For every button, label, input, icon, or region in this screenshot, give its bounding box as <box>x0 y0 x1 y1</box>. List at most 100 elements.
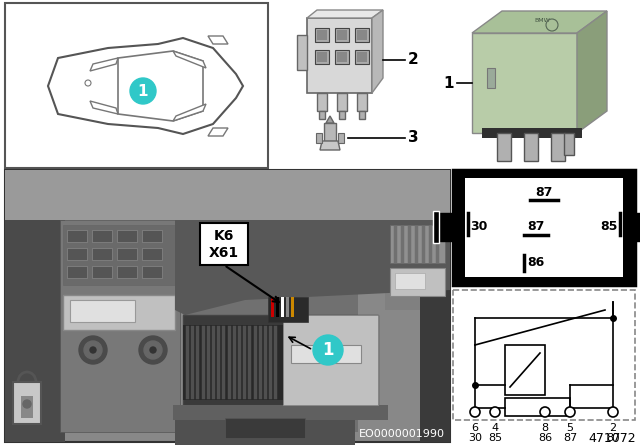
Bar <box>315 28 329 42</box>
Text: 1: 1 <box>444 76 454 90</box>
Circle shape <box>23 400 31 408</box>
Polygon shape <box>472 11 607 33</box>
Bar <box>291 345 361 363</box>
Text: 30: 30 <box>468 433 482 443</box>
Text: 471072: 471072 <box>588 431 636 444</box>
Text: 5: 5 <box>566 423 573 433</box>
Bar <box>385 220 450 310</box>
Bar <box>92 266 112 278</box>
Circle shape <box>565 407 575 417</box>
Bar <box>271 297 274 317</box>
Bar <box>5 220 65 442</box>
Text: 3: 3 <box>408 130 419 146</box>
Bar <box>324 123 336 141</box>
Bar <box>357 93 367 111</box>
Bar <box>359 111 365 119</box>
Bar <box>291 297 294 317</box>
Bar <box>524 133 538 161</box>
Text: 6: 6 <box>472 423 479 433</box>
Bar <box>276 297 279 317</box>
Polygon shape <box>208 128 228 136</box>
Bar <box>317 30 327 40</box>
Circle shape <box>79 336 107 364</box>
Bar <box>564 133 574 155</box>
Bar <box>183 220 358 432</box>
Bar <box>142 230 162 242</box>
Bar <box>505 398 570 416</box>
Bar <box>297 35 307 70</box>
Bar <box>92 248 112 260</box>
Polygon shape <box>208 36 228 44</box>
Polygon shape <box>320 141 340 150</box>
Bar <box>338 133 344 143</box>
Text: 86: 86 <box>538 433 552 443</box>
Bar <box>497 133 511 161</box>
Polygon shape <box>48 38 243 134</box>
Bar <box>487 68 495 88</box>
Bar <box>175 410 355 445</box>
Polygon shape <box>173 51 206 68</box>
Bar <box>395 273 425 289</box>
Bar <box>482 128 582 138</box>
Polygon shape <box>577 11 607 133</box>
Bar <box>67 248 87 260</box>
Circle shape <box>144 341 162 359</box>
Bar <box>337 93 347 111</box>
Bar <box>319 111 325 119</box>
Bar <box>317 93 327 111</box>
Polygon shape <box>307 10 383 18</box>
Bar <box>183 315 378 405</box>
Bar <box>5 3 268 168</box>
Text: 2: 2 <box>408 52 419 68</box>
Text: 30: 30 <box>470 220 488 233</box>
Text: 87: 87 <box>535 185 553 198</box>
Circle shape <box>470 407 480 417</box>
Bar <box>390 225 445 263</box>
Bar <box>281 297 284 317</box>
Bar <box>315 50 329 64</box>
Circle shape <box>490 407 500 417</box>
Bar <box>183 325 283 400</box>
Bar <box>268 297 308 322</box>
Text: K6: K6 <box>214 229 234 243</box>
Bar <box>142 266 162 278</box>
Bar <box>437 213 453 241</box>
Bar <box>357 30 367 40</box>
Circle shape <box>130 78 156 104</box>
Bar <box>92 230 112 242</box>
Bar <box>453 170 635 285</box>
Bar <box>63 295 175 330</box>
Text: 1: 1 <box>323 341 333 359</box>
Bar <box>505 345 545 395</box>
Bar <box>5 170 450 442</box>
Bar <box>67 266 87 278</box>
Polygon shape <box>326 116 334 123</box>
Circle shape <box>608 407 618 417</box>
Bar <box>357 52 367 62</box>
Bar <box>316 133 322 143</box>
Bar <box>200 223 248 265</box>
Bar <box>337 52 347 62</box>
Text: 87: 87 <box>563 433 577 443</box>
Circle shape <box>540 407 550 417</box>
Circle shape <box>150 347 156 353</box>
Polygon shape <box>175 220 450 315</box>
Text: 1: 1 <box>138 83 148 99</box>
Bar <box>286 297 289 317</box>
Bar <box>355 50 369 64</box>
Text: 87: 87 <box>606 433 620 443</box>
Circle shape <box>84 341 102 359</box>
Bar <box>283 315 378 405</box>
Polygon shape <box>90 101 118 114</box>
Bar <box>465 178 623 277</box>
Bar <box>551 133 565 161</box>
Bar <box>173 405 388 420</box>
Bar <box>337 30 347 40</box>
Polygon shape <box>118 51 203 121</box>
Bar <box>13 382 41 424</box>
Polygon shape <box>173 104 206 121</box>
Bar <box>117 248 137 260</box>
Polygon shape <box>372 10 383 93</box>
Bar <box>390 268 445 296</box>
Bar <box>60 220 180 432</box>
